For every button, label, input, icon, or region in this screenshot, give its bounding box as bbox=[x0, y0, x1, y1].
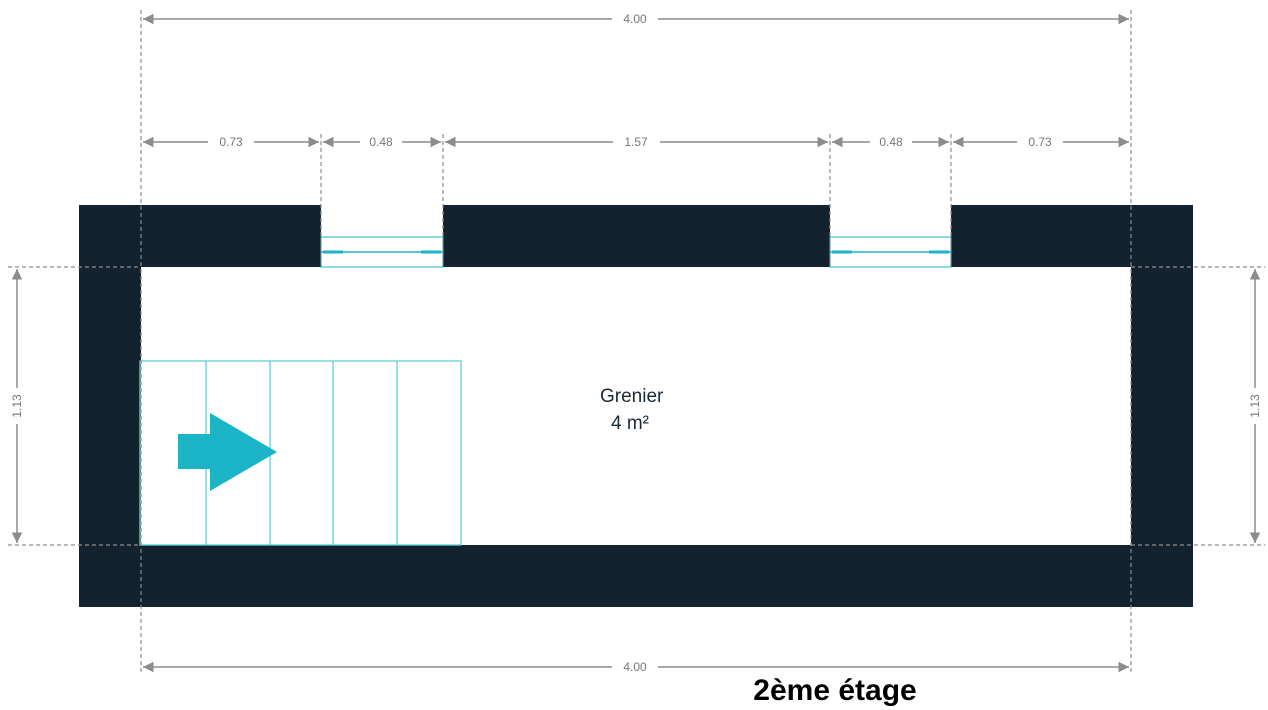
wall-right bbox=[1131, 205, 1193, 607]
dimension-right-height: 1.13 bbox=[1248, 269, 1262, 543]
svg-text:0.73: 0.73 bbox=[1028, 135, 1052, 149]
wall-bottom bbox=[79, 545, 1193, 607]
dimension-segment-3: 1.57 bbox=[445, 135, 828, 149]
floor-label: 2ème étage bbox=[753, 674, 916, 707]
stairs-direction-arrow-icon bbox=[178, 413, 277, 491]
dimension-segment-4: 0.48 bbox=[832, 135, 949, 149]
svg-text:1.13: 1.13 bbox=[1248, 394, 1262, 418]
room-name: Grenier bbox=[600, 386, 664, 407]
dimension-segment-2: 0.48 bbox=[323, 135, 441, 149]
dimension-left-height: 1.13 bbox=[10, 269, 24, 543]
window-left bbox=[320, 236, 444, 268]
wall-top-middle bbox=[443, 205, 830, 267]
dimension-top-total: 4.00 bbox=[143, 12, 1129, 26]
wall-left bbox=[79, 205, 141, 607]
walls bbox=[79, 205, 1193, 607]
svg-text:4.00: 4.00 bbox=[623, 660, 647, 674]
dimension-segment-5: 0.73 bbox=[953, 135, 1129, 149]
dimension-segment-1: 0.73 bbox=[143, 135, 319, 149]
window-right bbox=[829, 236, 952, 268]
svg-text:1.13: 1.13 bbox=[10, 394, 24, 418]
svg-text:1.57: 1.57 bbox=[624, 135, 648, 149]
svg-text:0.73: 0.73 bbox=[219, 135, 243, 149]
svg-text:0.48: 0.48 bbox=[369, 135, 393, 149]
svg-text:4.00: 4.00 bbox=[623, 12, 647, 26]
extension-lines bbox=[8, 10, 1265, 675]
dimension-bottom-total: 4.00 bbox=[143, 660, 1129, 674]
room-area: 4 m² bbox=[611, 413, 649, 434]
svg-text:0.48: 0.48 bbox=[879, 135, 903, 149]
stairs bbox=[139, 360, 462, 546]
